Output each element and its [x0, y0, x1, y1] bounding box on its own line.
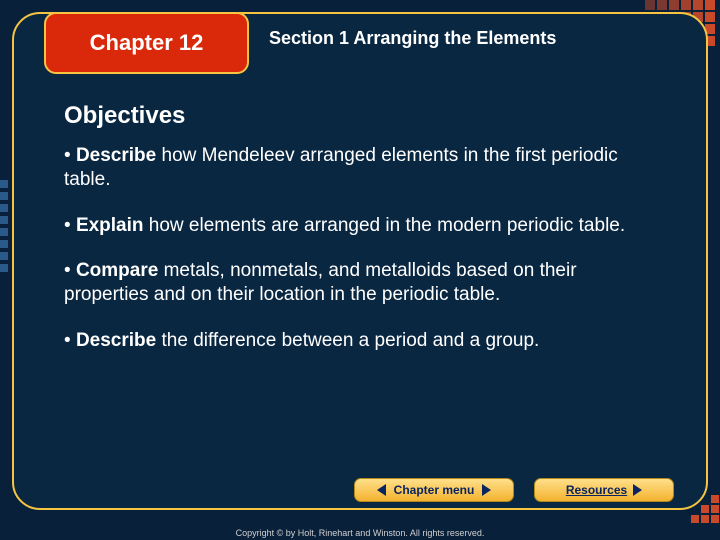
- bullet-item: • Compare metals, nonmetals, and metallo…: [64, 259, 646, 307]
- chevron-right-icon: [482, 484, 491, 496]
- bullet-keyword: Describe: [76, 330, 156, 351]
- bullet-item: • Describe how Mendeleev arranged elemen…: [64, 144, 646, 192]
- slide-frame: Chapter 12 Section 1 Arranging the Eleme…: [12, 12, 708, 510]
- bullets-container: • Describe how Mendeleev arranged elemen…: [64, 144, 646, 375]
- bullet-item: • Explain how elements are arranged in t…: [64, 214, 646, 238]
- chapter-menu-button[interactable]: Chapter menu: [354, 478, 514, 502]
- chapter-box: Chapter 12: [44, 12, 249, 74]
- bullet-keyword: Compare: [76, 260, 158, 281]
- chapter-label: Chapter 12: [90, 30, 204, 56]
- bullet-keyword: Explain: [76, 215, 144, 236]
- copyright-text: Copyright © by Holt, Rinehart and Winsto…: [0, 528, 720, 538]
- chevron-right-icon: [633, 484, 642, 496]
- chevron-left-icon: [377, 484, 386, 496]
- bullet-keyword: Describe: [76, 145, 156, 166]
- resources-label: Resources: [566, 483, 627, 497]
- resources-button[interactable]: Resources: [534, 478, 674, 502]
- bullet-item: • Describe the difference between a peri…: [64, 329, 646, 353]
- section-title: Section 1 Arranging the Elements: [269, 28, 556, 49]
- chapter-menu-label: Chapter menu: [394, 483, 475, 497]
- left-decoration: [0, 180, 8, 290]
- objectives-heading: Objectives: [64, 102, 185, 130]
- bullet-text: the difference between a period and a gr…: [156, 330, 539, 351]
- bullet-text: how elements are arranged in the modern …: [144, 215, 626, 236]
